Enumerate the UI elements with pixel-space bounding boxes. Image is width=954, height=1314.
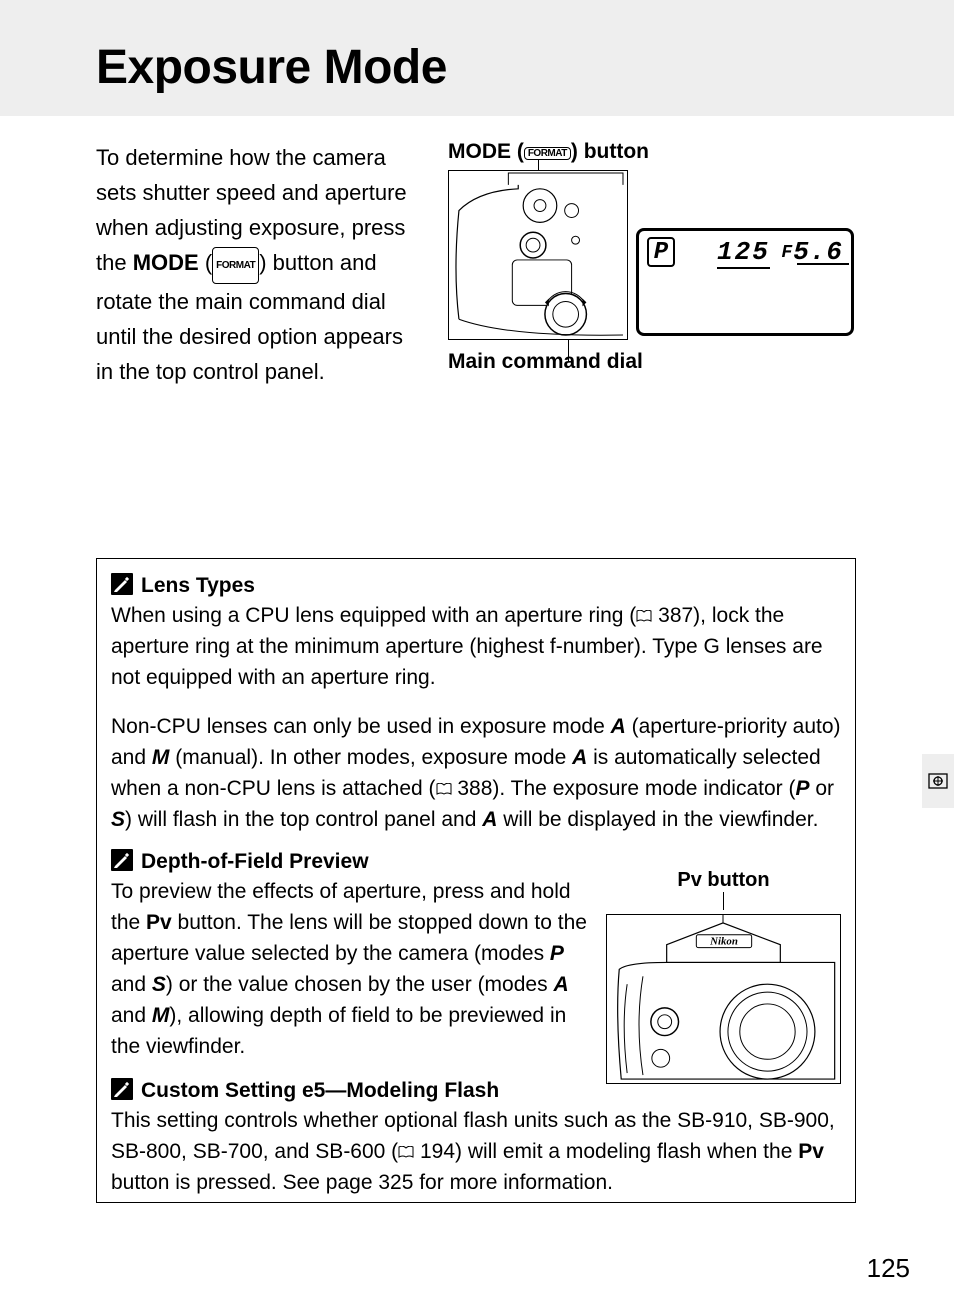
text: When using a CPU lens equipped with an a…: [111, 604, 636, 627]
page-title: Exposure Mode: [96, 40, 447, 95]
camera-front-illustration: Nikon: [606, 914, 841, 1084]
mode-word: MODE: [133, 250, 199, 275]
top-control-panel-lcd: P 125 F5.6: [636, 228, 854, 336]
text: and: [111, 1004, 152, 1027]
text: (manual). In other modes, exposure mode: [169, 746, 572, 769]
mode-a-glyph: A: [553, 973, 568, 996]
mode-a-glyph: A: [611, 715, 626, 738]
dof-section: Depth-of-Field Preview To preview the ef…: [111, 849, 841, 1062]
format-icon: FORMAT: [212, 247, 259, 284]
pv-button-figure: Pv button Nikon: [606, 869, 841, 1084]
manual-page: Exposure Mode To determine how the camer…: [0, 0, 954, 1314]
pv-word: Pv: [798, 1140, 824, 1163]
lcd-aperture-f: F: [781, 243, 793, 263]
custom-setting-paragraph: This setting controls whether optional f…: [111, 1105, 841, 1198]
lcd-underline: [797, 263, 849, 265]
notes-box: Lens Types When using a CPU lens equippe…: [96, 558, 856, 1203]
mode-a-glyph: A: [482, 808, 497, 831]
mode-button-label-mode: MODE: [448, 140, 511, 163]
text: and: [111, 973, 152, 996]
lens-types-heading: Lens Types: [111, 573, 841, 598]
camera-top-svg: [449, 171, 627, 339]
chapter-tab: [922, 754, 954, 808]
dof-title: Depth-of-Field Preview: [141, 850, 369, 873]
camera-top-illustration: [448, 170, 628, 340]
text: will be displayed in the viewfinder.: [497, 808, 818, 831]
leader-line: [723, 892, 724, 910]
text: Non-CPU lenses can only be used in expos…: [111, 715, 611, 738]
brand-text: Nikon: [709, 936, 738, 948]
intro-paragraph: To determine how the camera sets shutter…: [96, 140, 426, 389]
pv-word: Pv: [677, 869, 701, 891]
mode-p-glyph: P: [795, 777, 809, 800]
mode-s-glyph: S: [111, 808, 125, 831]
book-icon: [398, 1136, 414, 1148]
page-number: 125: [867, 1253, 910, 1284]
pencil-note-icon: [111, 1078, 133, 1100]
mode-button-label-suffix: button: [578, 140, 649, 163]
book-icon: [636, 600, 652, 612]
text: button. The lens will be stopped down to…: [111, 911, 587, 965]
book-icon: [436, 773, 452, 785]
text: ) will flash in the top control panel an…: [125, 808, 482, 831]
mode-m-glyph: M: [152, 1004, 170, 1027]
mode-button-label: MODE (FORMAT) button: [448, 140, 649, 164]
pv-button-label: Pv button: [606, 869, 841, 892]
mode-p-glyph: P: [550, 942, 564, 965]
custom-setting-title: Custom Setting e5—Modeling Flash: [141, 1079, 499, 1102]
lcd-mode-indicator: P: [647, 237, 675, 267]
lens-types-p2: Non-CPU lenses can only be used in expos…: [111, 711, 841, 835]
pv-word: Pv: [146, 911, 172, 934]
pencil-note-icon: [111, 849, 133, 871]
mode-m-glyph: M: [152, 746, 170, 769]
exposure-tab-icon: [928, 771, 948, 791]
format-icon: FORMAT: [524, 147, 571, 160]
pencil-note-icon: [111, 573, 133, 595]
text: ) or the value chosen by the user (modes: [166, 973, 554, 996]
mode-a-glyph: A: [572, 746, 587, 769]
text: ), allowing depth of field to be preview…: [111, 1004, 566, 1058]
text: 388). The exposure mode indicator (: [452, 777, 796, 800]
main-command-dial-label: Main command dial: [448, 350, 643, 374]
dof-paragraph: To preview the effects of aperture, pres…: [111, 876, 601, 1062]
text: 194) will emit a modeling flash when the: [414, 1140, 798, 1163]
lens-types-p1: When using a CPU lens equipped with an a…: [111, 600, 841, 693]
mode-s-glyph: S: [152, 973, 166, 996]
text: button is pressed. See page 325 for more…: [111, 1171, 613, 1194]
text: or: [810, 777, 835, 800]
lens-types-title: Lens Types: [141, 574, 255, 597]
lcd-shutter-value: 125: [717, 237, 770, 269]
